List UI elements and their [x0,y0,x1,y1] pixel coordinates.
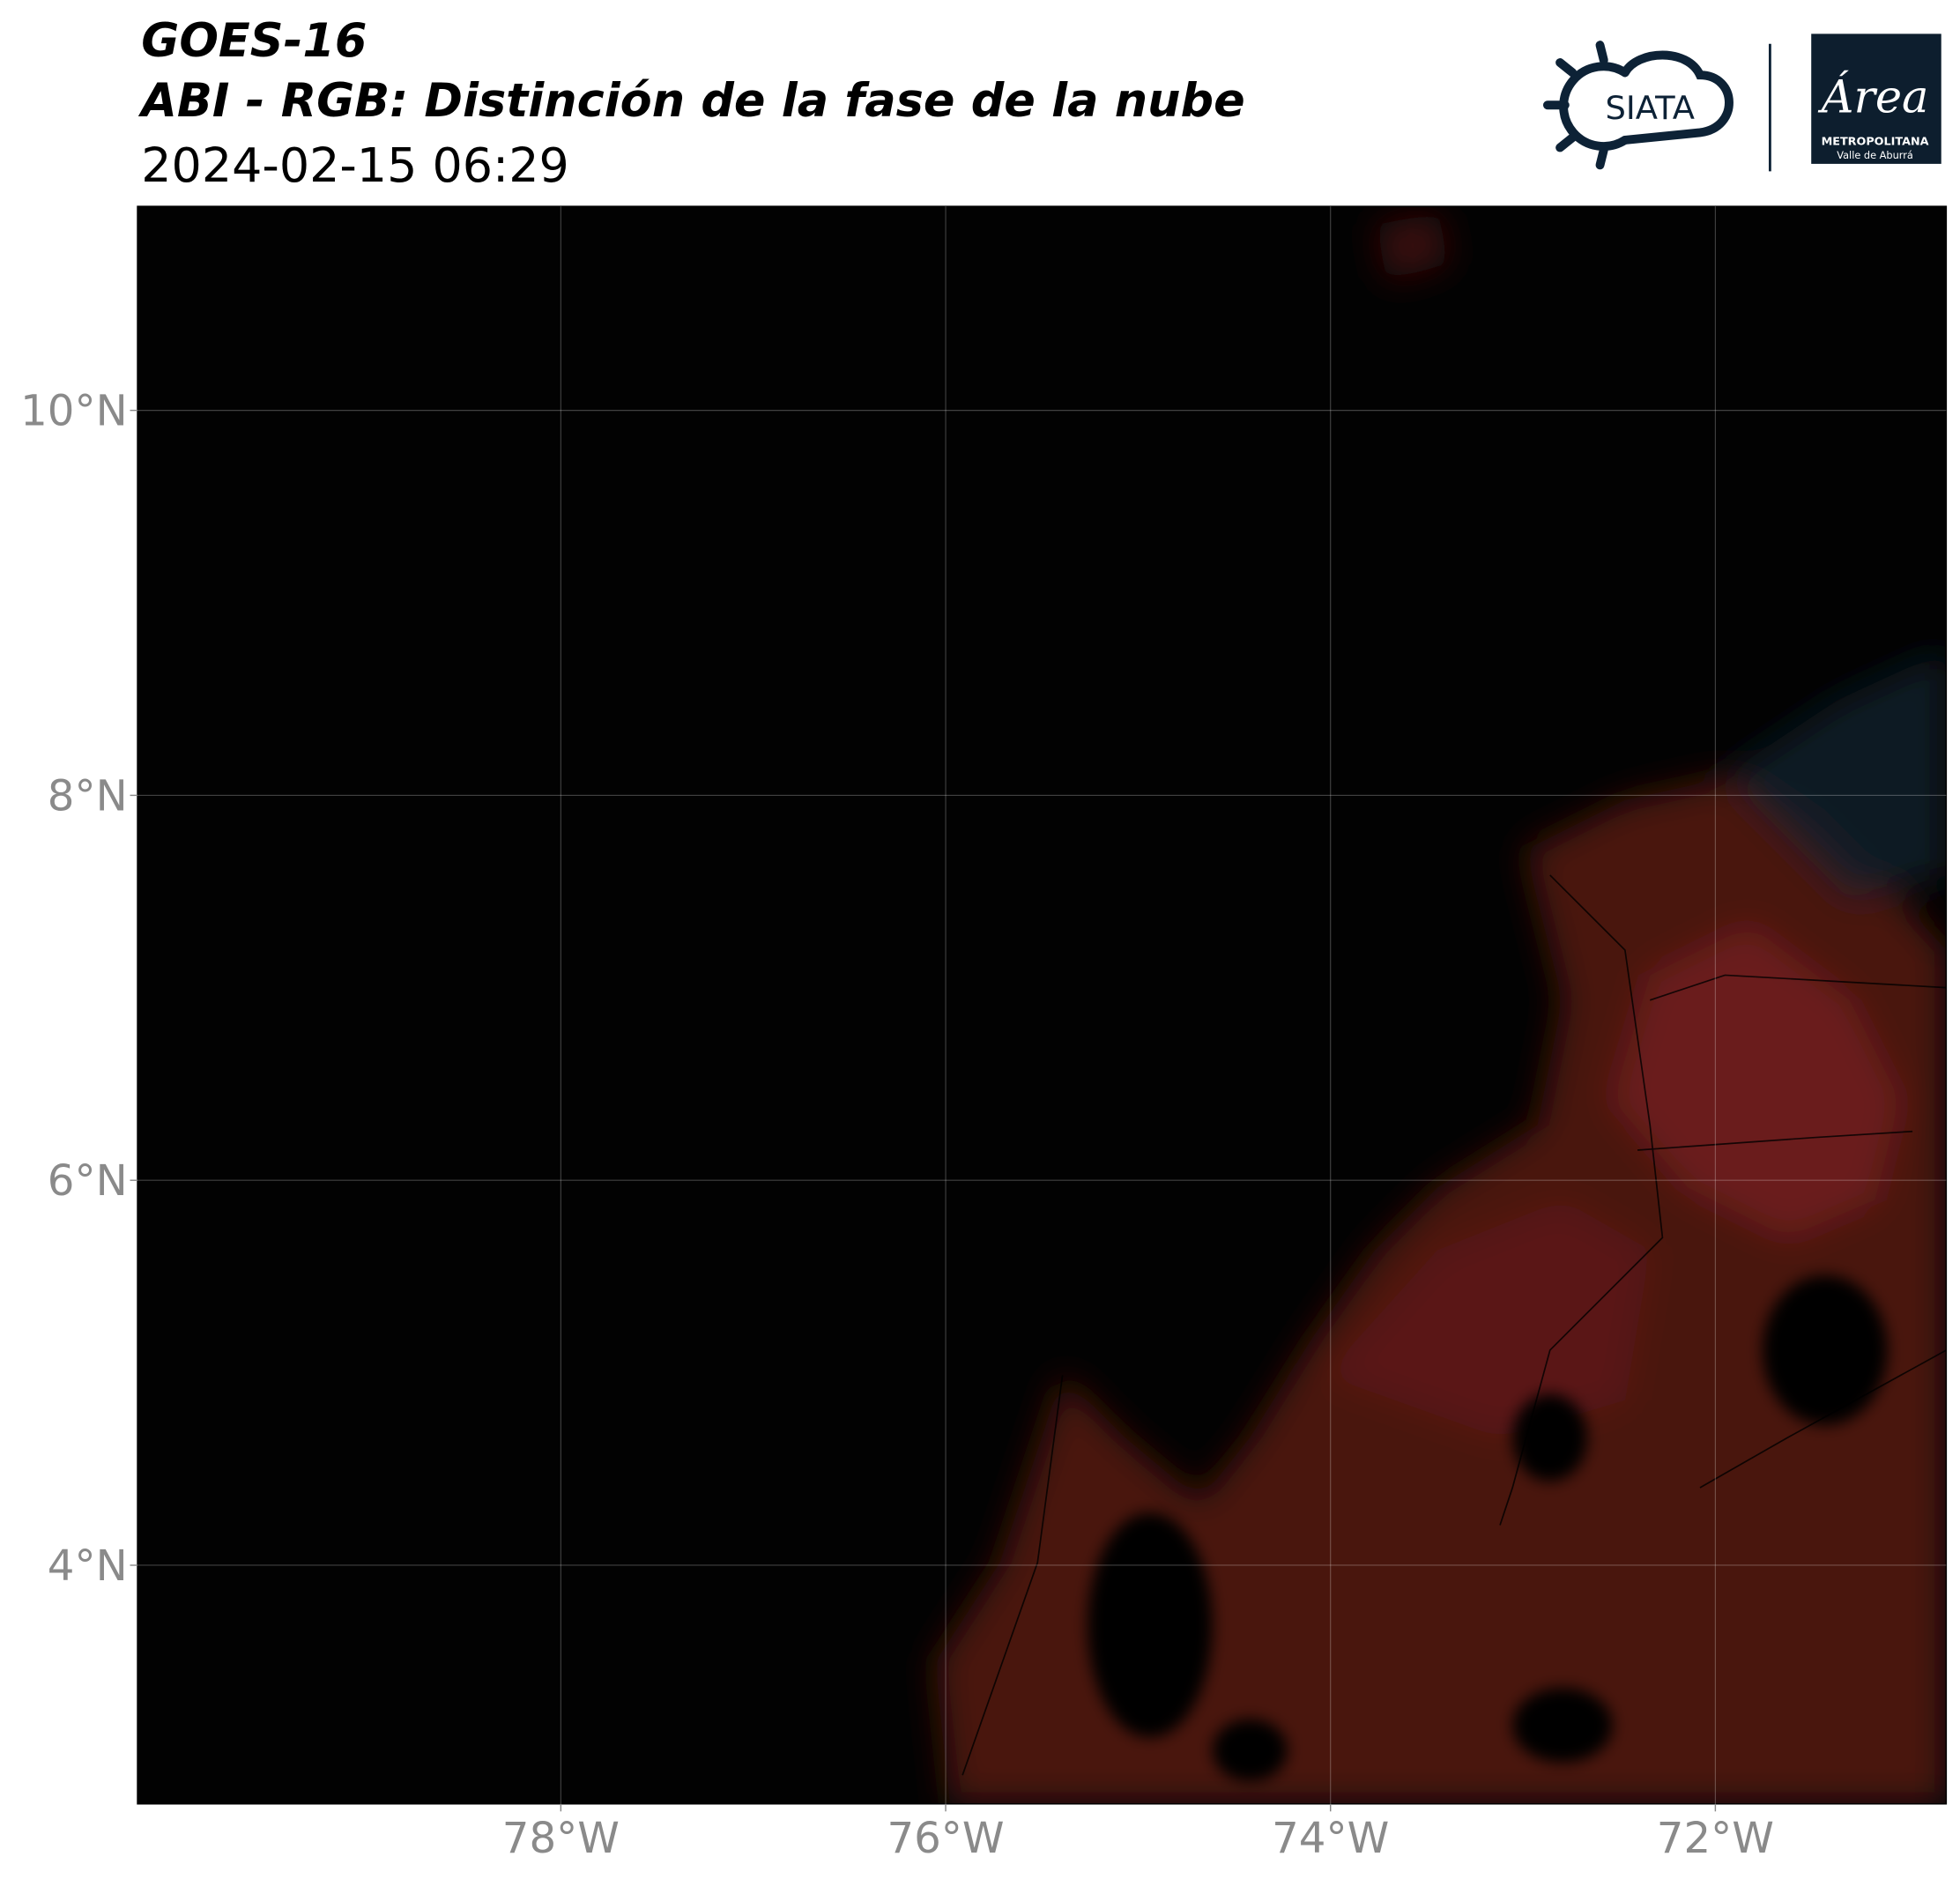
x-tick-label: 78°W [502,1814,620,1863]
area-logo: Área METROPOLITANA Valle de Aburrá [1811,33,1941,164]
datetime: 2024-02-15 06:29 [141,137,568,193]
satellite-image [137,206,1947,1804]
metropolitana-text: METROPOLITANA [1822,136,1929,149]
x-tick-label: 74°W [1272,1814,1389,1863]
valle-text: Valle de Aburrá [1837,149,1913,161]
y-tick-label: 10°N [20,387,128,436]
y-tick-label: 6°N [48,1156,128,1206]
siata-text: SIATA [1605,89,1695,127]
siata-logo: SIATA [1542,41,1734,170]
x-tick-label: 72°W [1657,1814,1774,1863]
y-tick-label: 4°N [48,1541,128,1591]
y-tick-label: 8°N [48,771,128,821]
title: GOES-16 [141,14,367,68]
area-text: Área [1818,71,1929,124]
x-tick-label: 76°W [887,1814,1004,1863]
subtitle: ABI - RGB: Distinción de la fase de la n… [137,74,1244,128]
map-frame [137,205,1948,1805]
